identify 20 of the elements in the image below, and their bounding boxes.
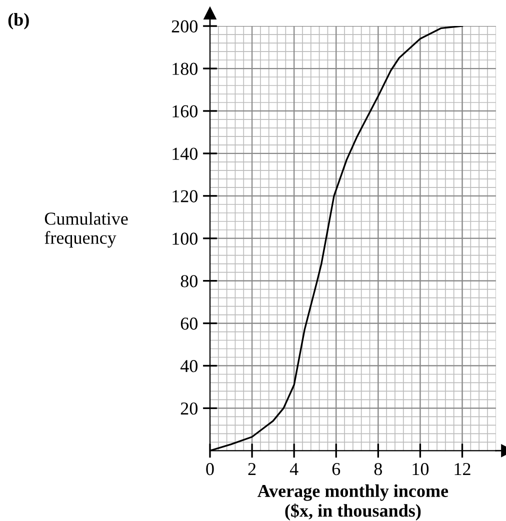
x-tick-label: 8 xyxy=(374,462,382,476)
x-tick-label: 0 xyxy=(206,462,214,476)
y-tick-label: 60 xyxy=(180,318,198,330)
x-tick-label: 6 xyxy=(332,463,340,476)
y-tick-label: 80 xyxy=(180,275,198,288)
y-tick-label: 200 xyxy=(172,20,198,32)
y-tick-label: 120 xyxy=(172,190,198,202)
y-tick-label: 160 xyxy=(172,105,198,118)
y-tick-label: 20 xyxy=(180,402,198,415)
y-tick-label: 140 xyxy=(172,148,198,160)
x-axis-title: Average monthly income ($x, in thousands) xyxy=(258,484,448,520)
y-tick-label: 100 xyxy=(172,232,198,245)
x-tick-label: 12 xyxy=(454,463,470,475)
x-tick-label: 2 xyxy=(248,463,256,475)
x-tick-label: 4 xyxy=(290,463,298,475)
x-tick-label: 10 xyxy=(412,462,429,476)
y-tick-label: 40 xyxy=(180,360,198,372)
y-tick-label: 180 xyxy=(172,62,198,75)
y-axis-title: Cumulative frequency xyxy=(44,212,128,248)
text: (b) xyxy=(8,13,29,30)
